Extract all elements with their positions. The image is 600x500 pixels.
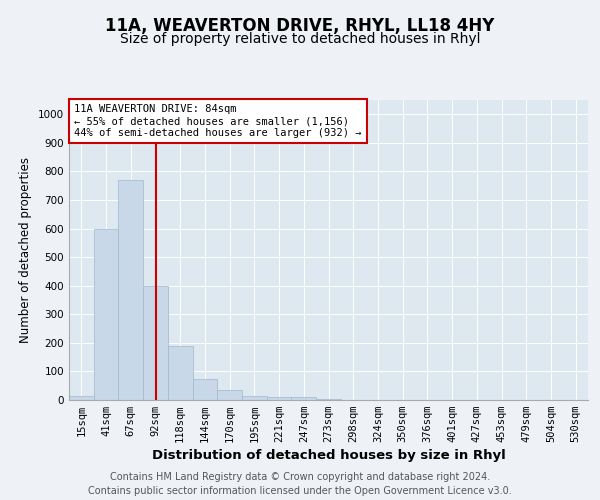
Bar: [118, 180, 143, 400]
Bar: [267, 397, 292, 400]
Bar: [143, 286, 168, 400]
Text: 11A WEAVERTON DRIVE: 84sqm
← 55% of detached houses are smaller (1,156)
44% of s: 11A WEAVERTON DRIVE: 84sqm ← 55% of deta…: [74, 104, 362, 138]
X-axis label: Distribution of detached houses by size in Rhyl: Distribution of detached houses by size …: [152, 450, 505, 462]
Bar: [168, 346, 193, 400]
Bar: [242, 396, 267, 400]
Bar: [217, 390, 242, 400]
Bar: [69, 396, 94, 400]
Y-axis label: Number of detached properties: Number of detached properties: [19, 157, 32, 343]
Text: Contains HM Land Registry data © Crown copyright and database right 2024.: Contains HM Land Registry data © Crown c…: [110, 472, 490, 482]
Bar: [193, 378, 217, 400]
Text: 11A, WEAVERTON DRIVE, RHYL, LL18 4HY: 11A, WEAVERTON DRIVE, RHYL, LL18 4HY: [106, 18, 494, 36]
Bar: [316, 398, 341, 400]
Text: Contains public sector information licensed under the Open Government Licence v3: Contains public sector information licen…: [88, 486, 512, 496]
Bar: [94, 228, 118, 400]
Text: Size of property relative to detached houses in Rhyl: Size of property relative to detached ho…: [120, 32, 480, 46]
Bar: [292, 397, 316, 400]
